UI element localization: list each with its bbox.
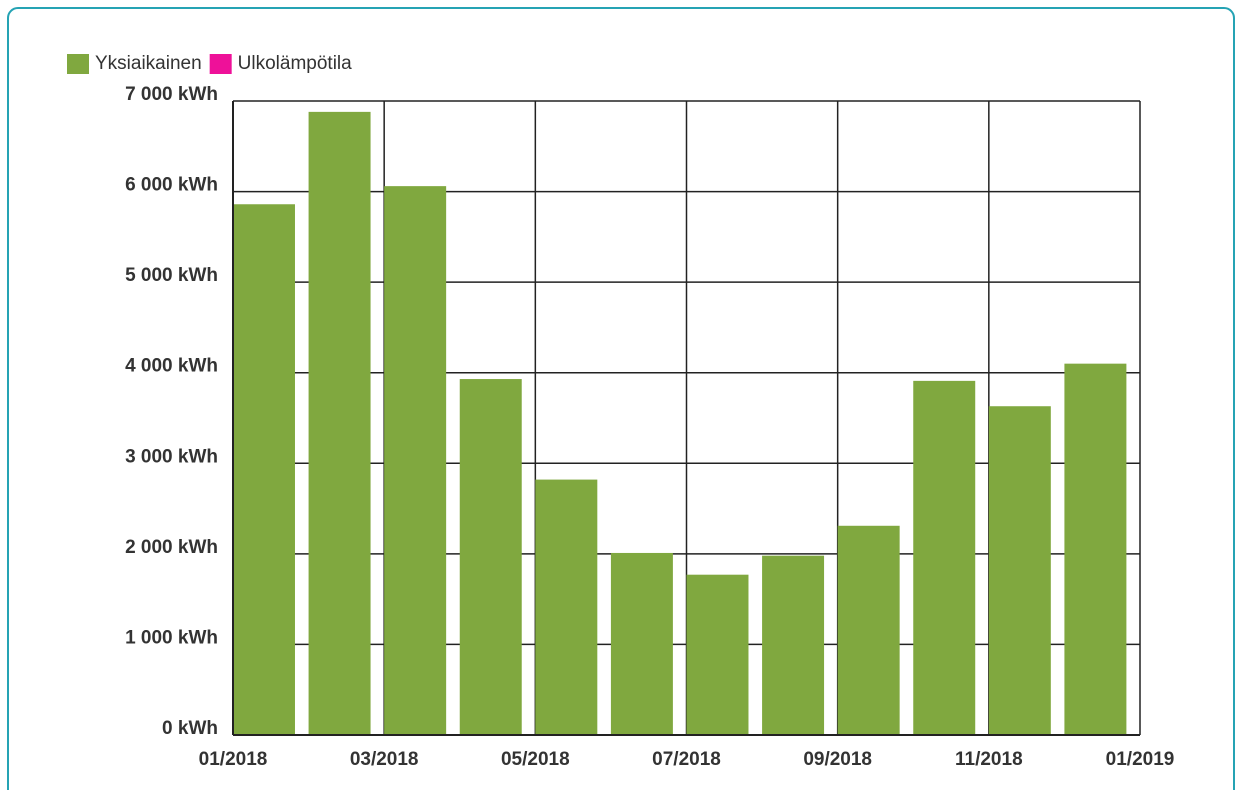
bar [762, 555, 825, 735]
bar [686, 574, 749, 735]
y-tick-label: 1 000 kWh [125, 627, 218, 648]
y-tick-label: 6 000 kWh [125, 175, 218, 196]
x-tick-label: 01/2018 [199, 749, 268, 770]
x-tick-label: 11/2018 [955, 749, 1023, 770]
bar [988, 406, 1051, 735]
bar [308, 111, 371, 735]
legend-swatch [209, 54, 232, 74]
bar [610, 552, 673, 735]
y-tick-label: 0 kWh [162, 718, 218, 739]
y-tick-label: 5 000 kWh [125, 265, 218, 286]
y-tick-label: 3 000 kWh [125, 446, 218, 467]
x-tick-label: 05/2018 [501, 749, 570, 770]
bar [233, 204, 295, 735]
y-tick-label: 4 000 kWh [125, 356, 218, 377]
bar [1064, 363, 1127, 735]
x-tick-label: 03/2018 [350, 749, 419, 770]
y-tick-label: 7 000 kWh [125, 84, 218, 105]
bar [837, 525, 900, 735]
bar [535, 479, 598, 735]
x-tick-label: 07/2018 [652, 749, 721, 770]
x-tick-label: 01/2019 [1106, 749, 1175, 770]
bar [384, 186, 447, 735]
bar [913, 380, 976, 735]
x-tick-label: 09/2018 [803, 749, 872, 770]
bar [459, 379, 522, 735]
y-tick-label: 2 000 kWh [125, 537, 218, 558]
legend-swatch [67, 54, 89, 74]
legend-label: Ulkolämpötila [238, 53, 352, 74]
legend-label: Yksiaikainen [95, 53, 202, 74]
